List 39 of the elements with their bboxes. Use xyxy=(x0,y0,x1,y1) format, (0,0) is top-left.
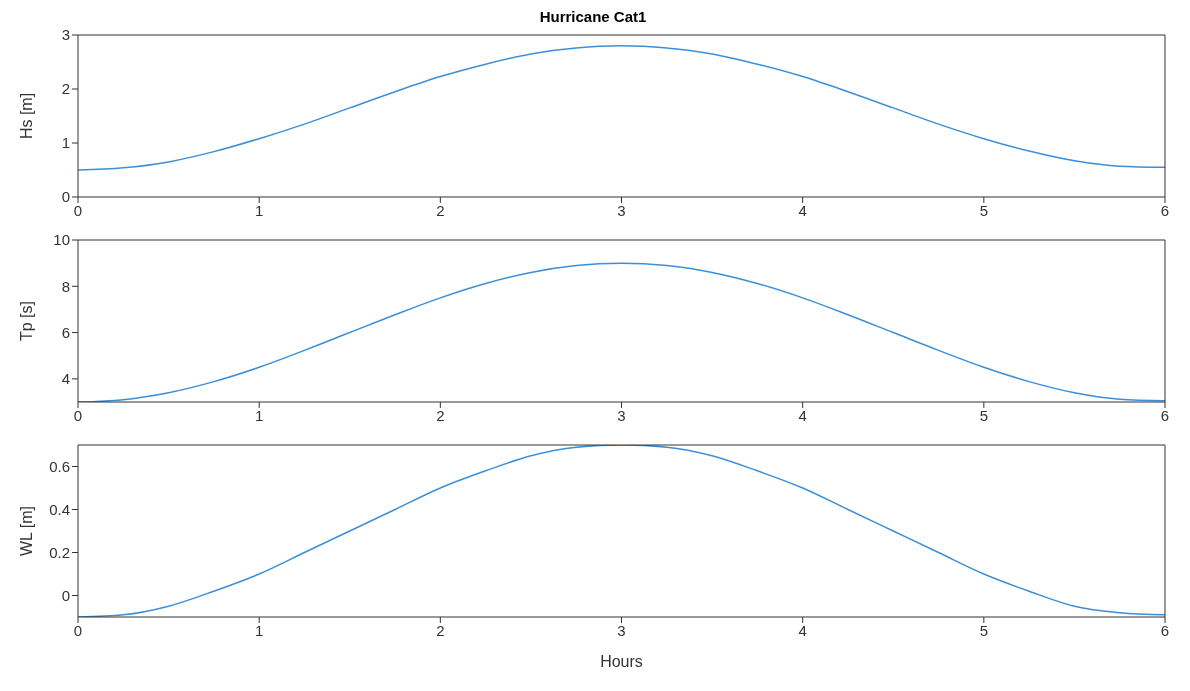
y-tick-label: 1 xyxy=(61,134,70,152)
x-tick-label: 3 xyxy=(617,201,626,219)
x-tick-label: 1 xyxy=(254,406,264,424)
y-tick-label: 6 xyxy=(61,323,70,341)
x-tick-label: 4 xyxy=(798,201,807,219)
y-tick-label: 0.4 xyxy=(49,500,70,518)
y-axis-title: WL [m] xyxy=(17,505,35,557)
x-tick-label: 3 xyxy=(617,621,626,639)
y-tick-label: 0.2 xyxy=(49,543,70,561)
y-tick-label: 8 xyxy=(61,277,70,295)
y-tick-label: 0.6 xyxy=(49,457,70,475)
x-tick-label: 3 xyxy=(617,406,626,424)
y-tick-label: 3 xyxy=(61,26,70,44)
x-tick-label: 4 xyxy=(798,621,807,639)
x-tick-label: 1 xyxy=(254,201,264,219)
x-tick-label: 5 xyxy=(979,406,989,424)
x-tick-label: 2 xyxy=(436,406,445,424)
x-tick-label: 5 xyxy=(979,201,989,219)
x-tick-label: 4 xyxy=(798,406,807,424)
x-tick-label: 2 xyxy=(436,621,445,639)
x-tick-label: 6 xyxy=(1160,201,1170,219)
line-series xyxy=(78,45,1165,171)
y-tick-label: 10 xyxy=(53,231,70,249)
y-tick-label: 0 xyxy=(61,586,70,604)
x-tick-label: 5 xyxy=(979,621,989,639)
y-tick-label: 4 xyxy=(61,370,70,388)
x-tick-label: 6 xyxy=(1160,406,1170,424)
x-tick-label: 2 xyxy=(436,201,445,219)
x-axis-title: Hours xyxy=(600,653,643,670)
y-axis-title: Hs [m] xyxy=(17,92,35,140)
x-tick-label: 0 xyxy=(73,201,83,219)
y-tick-label: 0 xyxy=(61,188,70,206)
x-tick-label: 0 xyxy=(73,621,83,639)
x-tick-label: 6 xyxy=(1160,621,1170,639)
y-axis-title: Tp [s] xyxy=(17,300,35,342)
x-tick-label: 0 xyxy=(73,406,83,424)
y-tick-label: 2 xyxy=(61,80,70,98)
x-tick-label: 1 xyxy=(254,621,264,639)
chart-title: Hurricane Cat1 xyxy=(538,8,648,26)
